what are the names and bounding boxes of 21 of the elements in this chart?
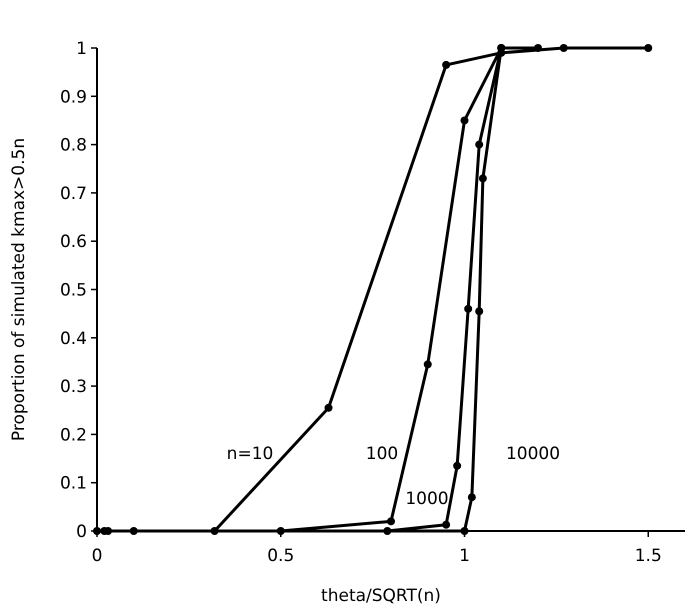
y-tick-label: 0.5 [60, 280, 87, 300]
y-tick-label: 0.6 [60, 232, 87, 252]
y-tick-label: 0.3 [60, 377, 87, 398]
y-tick-label: 0.8 [60, 136, 87, 156]
x-tick-label: 0.5 [267, 546, 294, 566]
y-tick-label: 0.7 [60, 184, 87, 204]
x-tick-label: 0 [92, 546, 102, 566]
annotation: 10000 [506, 444, 560, 464]
x-tick-label: 1.5 [634, 546, 662, 566]
y-axis-title: Proportion of simulated kmax>0.5n [9, 138, 29, 442]
annotation: 1000 [405, 488, 449, 509]
annotation: n=10 [226, 444, 274, 464]
y-tick-label: 1 [76, 38, 87, 59]
x-axis-title: theta/SQRT(n) [321, 586, 441, 606]
y-tick-label: 0.9 [60, 87, 87, 108]
y-tick-label: 0.2 [60, 425, 87, 446]
x-tick-label: 1 [459, 546, 470, 566]
y-tick-label: 0.1 [60, 474, 87, 494]
y-tick-label: 0.4 [60, 328, 87, 349]
annotation: 100 [366, 444, 398, 464]
y-tick-label: 0 [76, 522, 87, 542]
